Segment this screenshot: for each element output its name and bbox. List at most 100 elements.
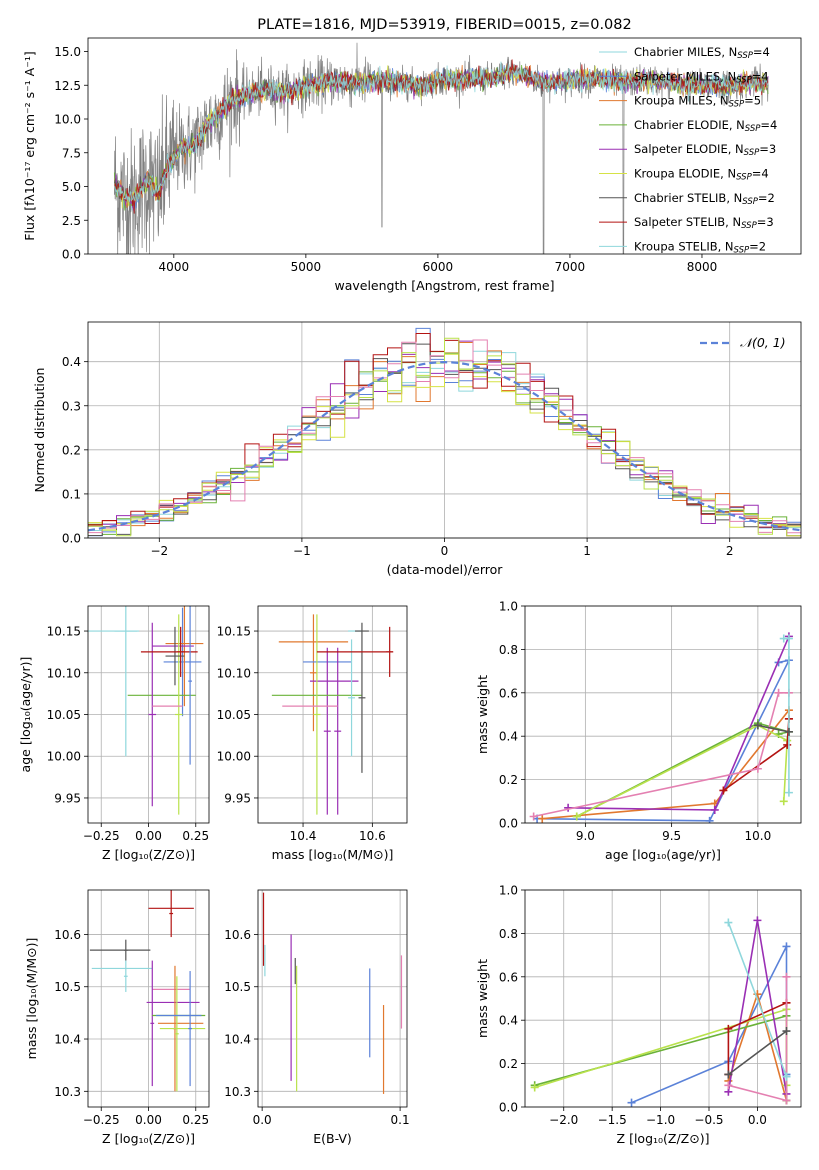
y-tick-label: 10.4 xyxy=(54,1033,81,1047)
x-tick-label: 0.0 xyxy=(748,1113,767,1127)
y-tick-label: 0.0 xyxy=(62,532,81,546)
axes-weight-vs-age: 9.0 9.5 10.0 0.0 0.2 0.4 0.6 0.8 1.0 age [log₁₀(a… xyxy=(475,600,802,862)
weight-marker xyxy=(724,1081,733,1090)
axes-frame xyxy=(87,605,210,824)
y-tick-label: 10.6 xyxy=(54,928,81,942)
y-tick-label: 10.5 xyxy=(54,980,81,994)
x-tick-label: 8000 xyxy=(687,260,718,274)
legend-label: Chabrier MILES, NSSP=4 xyxy=(634,45,770,61)
weight-marker xyxy=(783,740,792,749)
errorbar xyxy=(174,614,183,815)
errorbar xyxy=(334,647,342,815)
errorbar xyxy=(169,890,174,938)
y-tick-label: 7.5 xyxy=(62,146,81,160)
y-tick-label: 10.3 xyxy=(54,1085,81,1099)
weight-marker xyxy=(753,764,762,773)
y-tick-label: 5.0 xyxy=(62,180,81,194)
x-tick-label: 0.1 xyxy=(391,1113,410,1127)
plot-area xyxy=(529,632,793,823)
y-tick-label: 0.8 xyxy=(499,927,518,941)
weight-marker xyxy=(529,812,538,821)
x-axis-label: Z [log₁₀(Z/Z⊙)] xyxy=(102,847,195,862)
legend-label: 𝒩(0, 1) xyxy=(740,335,786,350)
x-axis-label: mass [log₁₀(M/M⊙)] xyxy=(272,847,394,862)
x-tick-label: 10.4 xyxy=(290,829,317,843)
errorbar xyxy=(358,622,366,773)
y-tick-label: 0.6 xyxy=(499,686,518,700)
y-tick-label: 9.95 xyxy=(224,791,251,805)
weight-marker xyxy=(753,721,762,730)
weight-marker xyxy=(627,1098,636,1107)
y-tick-label: 0.0 xyxy=(62,248,81,262)
grid xyxy=(525,605,801,824)
errorbar xyxy=(188,606,192,765)
residual-legend: 𝒩(0, 1) xyxy=(700,335,786,350)
x-tick-label: −2.0 xyxy=(549,1113,578,1127)
x-tick-label: 0.00 xyxy=(135,829,162,843)
x-tick-label: 6000 xyxy=(423,260,454,274)
x-tick-label: 5000 xyxy=(291,260,322,274)
y-tick-label: 0.4 xyxy=(499,1014,518,1028)
weight-series xyxy=(779,634,793,797)
y-tick-label: 10.10 xyxy=(217,666,251,680)
y-tick-label: 2.5 xyxy=(62,214,81,228)
weight-marker xyxy=(782,1027,791,1036)
x-axis-label: wavelength [Angstrom, rest frame] xyxy=(334,278,554,293)
x-tick-label: −0.5 xyxy=(694,1113,723,1127)
axes-frame xyxy=(87,321,802,539)
grid xyxy=(258,606,407,823)
x-tick-label: −1.0 xyxy=(646,1113,675,1127)
errorbar xyxy=(386,626,394,677)
weight-marker xyxy=(753,916,762,925)
x-tick-label: −1.5 xyxy=(598,1113,627,1127)
weight-marker xyxy=(784,634,793,643)
errorbar xyxy=(165,606,204,707)
weight-marker xyxy=(710,805,719,814)
weight-line xyxy=(727,922,788,1077)
weight-marker xyxy=(724,1024,733,1033)
weight-series xyxy=(533,656,793,823)
grid xyxy=(258,890,407,1107)
x-tick-label: −0.25 xyxy=(83,829,120,843)
y-tick-label: 10.05 xyxy=(47,708,81,722)
weight-series xyxy=(724,972,791,1105)
weight-marker xyxy=(538,814,547,823)
chart-title: PLATE=1816, MJD=53919, FIBERID=0015, z=0… xyxy=(257,17,631,33)
y-tick-label: 10.10 xyxy=(47,666,81,680)
errorbar xyxy=(188,971,192,1087)
x-tick-label: 9.5 xyxy=(662,829,681,843)
axes-frame xyxy=(87,37,802,255)
errorbar xyxy=(148,622,157,807)
y-tick-label: 0.2 xyxy=(499,773,518,787)
errorbar xyxy=(114,606,138,757)
axes-age-vs-mass: 10.4 10.6 9.95 10.00 10.05 10.10 10.15 mass [lo… xyxy=(217,605,408,862)
legend-label: Salpeter MILES, NSSP=4 xyxy=(634,69,769,85)
model-spectrum-line xyxy=(113,63,769,203)
legend-label: Kroupa ELODIE, NSSP=4 xyxy=(634,167,769,183)
y-axis-label: mass weight xyxy=(475,959,490,1038)
axes-frame xyxy=(87,889,210,1108)
weight-line xyxy=(537,659,791,822)
errorbar xyxy=(165,626,185,686)
weight-marker xyxy=(724,1070,733,1079)
y-tick-label: 1.0 xyxy=(499,600,518,614)
axes-frame xyxy=(524,889,802,1108)
y-tick-label: 9.95 xyxy=(54,791,81,805)
weight-series xyxy=(724,1027,791,1079)
x-tick-label: 9.0 xyxy=(576,829,595,843)
weight-line xyxy=(533,692,789,818)
y-tick-label: 10.0 xyxy=(54,113,81,127)
y-tick-label: 10.4 xyxy=(224,1033,251,1047)
legend-label: Salpeter STELIB, NSSP=3 xyxy=(634,215,774,231)
axes-mass-vs-Z: −0.25 0.00 0.25 10.3 10.4 10.5 10.6 Z [log₁₀(Z/… xyxy=(24,889,210,1146)
weight-series xyxy=(753,721,793,736)
axes-spectrum: 4000 5000 6000 7000 8000 0.0 2.5 5.0 7.5 10.0 12.5… xyxy=(22,17,802,293)
axes-frame xyxy=(524,605,802,824)
weight-marker xyxy=(782,942,791,951)
weight-marker xyxy=(724,918,733,927)
x-tick-label: −2 xyxy=(150,544,168,558)
y-axis-label: Flux [fλ10⁻¹⁷ erg cm⁻² s⁻¹ A⁻¹] xyxy=(22,51,37,240)
legend-label: Salpeter ELODIE, NSSP=3 xyxy=(634,142,776,158)
x-tick-label: 0 xyxy=(441,544,449,558)
